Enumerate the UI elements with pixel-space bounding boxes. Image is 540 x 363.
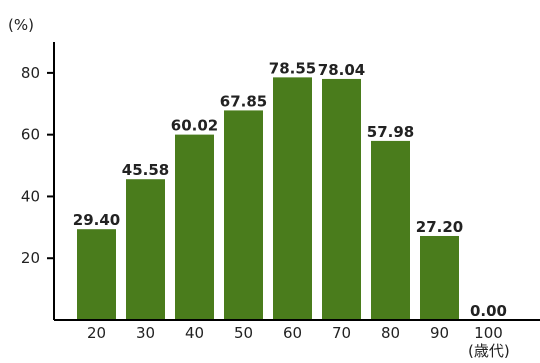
bar-60 xyxy=(273,77,312,321)
x-ticks: 20 30 40 50 60 70 80 90 100 xyxy=(87,324,503,342)
value-label-90: 27.20 xyxy=(416,218,463,236)
value-label-80: 57.98 xyxy=(367,123,414,141)
bars-layer xyxy=(77,77,459,321)
bar-30 xyxy=(126,179,165,320)
value-label-30: 45.58 xyxy=(122,161,169,179)
value-label-100: 0.00 xyxy=(470,302,507,320)
x-tick-label-20: 20 xyxy=(87,324,106,342)
x-tick-label-90: 90 xyxy=(430,324,449,342)
y-tick-label-80: 80 xyxy=(21,64,40,82)
bar-90 xyxy=(420,235,459,320)
value-label-60: 78.55 xyxy=(269,59,316,77)
x-tick-label-40: 40 xyxy=(185,324,204,342)
y-tick-label-40: 40 xyxy=(21,187,40,205)
x-tick-label-50: 50 xyxy=(234,324,253,342)
y-tick-label-20: 20 xyxy=(21,249,40,267)
x-tick-label-30: 30 xyxy=(136,324,155,342)
x-tick-label-60: 60 xyxy=(283,324,302,342)
x-tick-label-100: 100 xyxy=(474,324,503,342)
y-tick-label-60: 60 xyxy=(21,126,40,144)
x-tick-label-80: 80 xyxy=(381,324,400,342)
value-label-20: 29.40 xyxy=(73,211,120,229)
bar-40 xyxy=(175,134,214,320)
bar-50 xyxy=(224,110,263,321)
y-ticks: 20 40 60 80 xyxy=(21,64,54,267)
x-tick-label-70: 70 xyxy=(332,324,351,342)
value-label-40: 60.02 xyxy=(171,117,218,135)
y-axis-unit-label: (%) xyxy=(8,16,34,34)
value-label-70: 78.04 xyxy=(318,61,365,79)
bar-70 xyxy=(322,78,361,320)
x-axis-unit-label: (歳代) xyxy=(468,342,510,360)
bar-80 xyxy=(371,140,410,320)
value-label-50: 67.85 xyxy=(220,92,267,110)
bar-20 xyxy=(77,229,116,320)
